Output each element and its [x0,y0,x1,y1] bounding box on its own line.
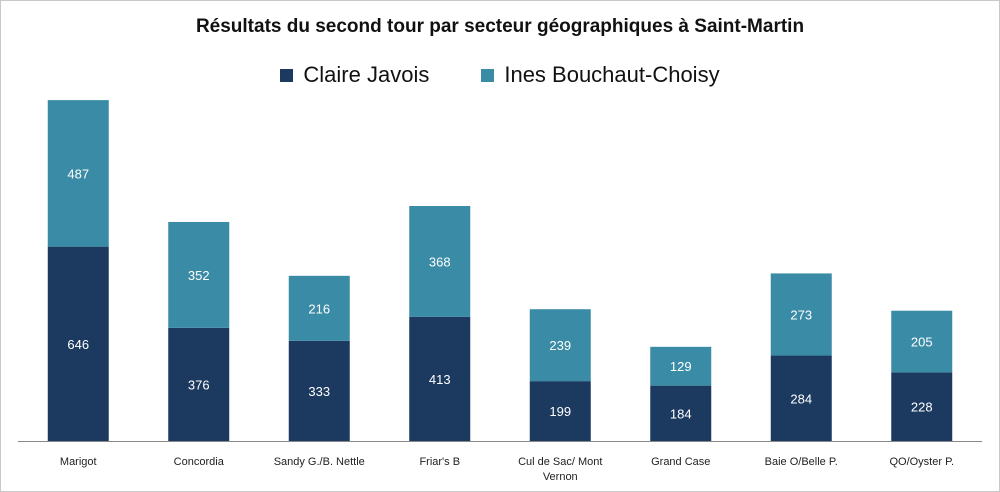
bar-segment-2-cat-6 [650,346,712,386]
bars-group: 646 487 376 352 333 216 413 368 199 239 184 129 284 2… [47,100,953,441]
category-label-8: QO/Oyster P. [889,456,954,468]
category-labels-group: Marigot Concordia Sandy G./B. Nettle Friar'… [60,456,954,483]
data-label-1-cat-1: 646 [67,337,89,352]
bar-segment-1-cat-8 [891,372,953,441]
legend-item-series-2: Ines Bouchaut-Choisy [481,62,720,88]
legend-swatch-series-2 [481,68,495,82]
bar-segment-2-cat-1 [47,100,109,247]
data-label-1-cat-8: 228 [911,400,933,415]
legend-swatch-series-1 [280,68,294,82]
bar-segment-1-cat-7 [770,355,832,441]
data-label-1-cat-7: 284 [790,391,812,406]
legend-label-series-1: Claire Javois [303,62,430,87]
category-label-5-line-2: Vernon [543,471,578,483]
bar-segment-2-cat-5 [529,309,591,382]
legend-label-series-2: Ines Bouchaut-Choisy [504,62,720,87]
data-label-2-cat-8: 205 [911,335,933,350]
category-label-5: Cul de Sac/ Mont [518,456,602,468]
data-label-2-cat-7: 273 [790,307,812,322]
bar-segment-1-cat-5 [529,381,591,441]
bar-segment-1-cat-2 [168,327,230,441]
bar-segment-1-cat-3 [288,340,350,441]
category-label-1: Marigot [60,456,97,468]
category-label-3: Sandy G./B. Nettle [274,456,365,468]
category-label-2: Concordia [174,456,225,468]
bar-segment-2-cat-8 [891,310,953,373]
bar-segment-2-cat-4 [409,206,471,317]
data-label-1-cat-6: 184 [670,406,692,421]
data-label-1-cat-4: 413 [429,372,451,387]
data-label-2-cat-4: 368 [429,254,451,269]
bar-segment-2-cat-3 [288,275,350,341]
data-label-2-cat-3: 216 [308,301,330,316]
category-label-7: Baie O/Belle P. [765,456,838,468]
bar-segment-1-cat-4 [409,316,471,441]
bar-segment-1-cat-1 [47,246,109,441]
category-label-4: Friar's B [419,456,460,468]
legend-item-series-1: Claire Javois [280,62,429,88]
data-label-1-cat-2: 376 [188,377,210,392]
legend: Claire Javois Ines Bouchaut-Choisy [0,62,1000,88]
bar-segment-1-cat-6 [650,385,712,441]
data-label-1-cat-5: 199 [549,404,571,419]
data-label-2-cat-1: 487 [67,166,89,181]
data-label-1-cat-3: 333 [308,384,330,399]
chart-title: Résultats du second tour par secteur géo… [195,16,805,37]
data-label-2-cat-6: 129 [670,359,692,374]
data-label-2-cat-2: 352 [188,268,210,283]
data-label-2-cat-5: 239 [549,338,571,353]
bar-segment-2-cat-2 [168,221,230,328]
category-label-6: Grand Case [651,456,710,468]
bar-segment-2-cat-7 [770,273,832,356]
